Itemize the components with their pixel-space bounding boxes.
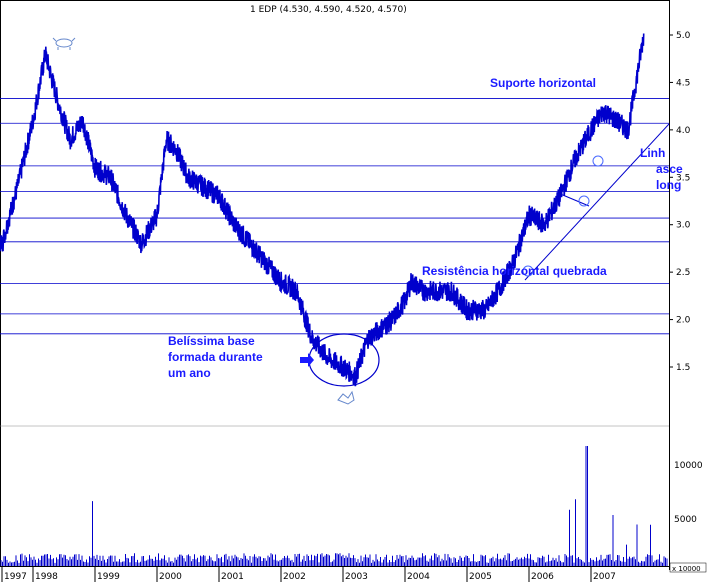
touch-circle <box>522 265 534 277</box>
y-tick-label: 1.5 <box>676 363 690 373</box>
x-tick-label: 2005 <box>469 572 492 582</box>
annotation-trend-line1: Linh <box>640 146 665 160</box>
y-tick-label: 4.5 <box>676 78 690 88</box>
touch-circle <box>592 155 604 167</box>
annotation-resistance: Resistência horizontal quebrada <box>422 264 607 278</box>
x-tick-label: 2003 <box>345 572 368 582</box>
y-tick-label: 2.5 <box>676 268 690 278</box>
chart-title: 1 EDP (4.530, 4.590, 4.520, 4.570) <box>250 5 407 15</box>
annotation-base-line3: um ano <box>168 366 211 380</box>
annotation-base-line1: Belíssima base <box>168 334 255 348</box>
x-tick-label: 2002 <box>283 572 306 582</box>
volume-y-tick-label: 5000 <box>674 515 697 525</box>
bull-icon <box>52 37 76 50</box>
touch-circle <box>578 195 590 207</box>
volume-scale-label: x 10000 <box>672 565 701 573</box>
x-tick-label: 2006 <box>531 572 554 582</box>
annotation-base-line2: formada durante <box>168 350 263 364</box>
x-tick-label: 2007 <box>593 572 616 582</box>
y-tick-label: 4.0 <box>676 126 691 136</box>
base-arrow-icon <box>300 353 314 367</box>
bear-icon <box>337 390 355 405</box>
x-tick-label: 1997 <box>4 572 27 582</box>
y-tick-label: 5.0 <box>676 31 691 41</box>
x-tick-label: 2001 <box>221 572 244 582</box>
volume-y-tick-label: 10000 <box>674 461 703 471</box>
y-tick-label: 3.0 <box>676 221 691 231</box>
annotation-trend-line2: asce <box>656 162 683 176</box>
channel-line <box>557 192 590 207</box>
ascending-trend-line <box>524 123 670 281</box>
price-series-line <box>0 33 645 387</box>
y-tick-label: 2.0 <box>676 316 691 326</box>
x-tick-label: 1999 <box>97 572 120 582</box>
base-circle <box>308 333 380 387</box>
volume-scale-box <box>669 562 707 573</box>
annotation-trend-line3: long <box>656 178 681 192</box>
x-tick-label: 2000 <box>159 572 182 582</box>
x-tick-label: 1998 <box>35 572 58 582</box>
x-tick-label: 2004 <box>407 572 430 582</box>
annotation-support: Suporte horizontal <box>490 76 596 90</box>
y-tick-label: 3.5 <box>676 173 690 183</box>
